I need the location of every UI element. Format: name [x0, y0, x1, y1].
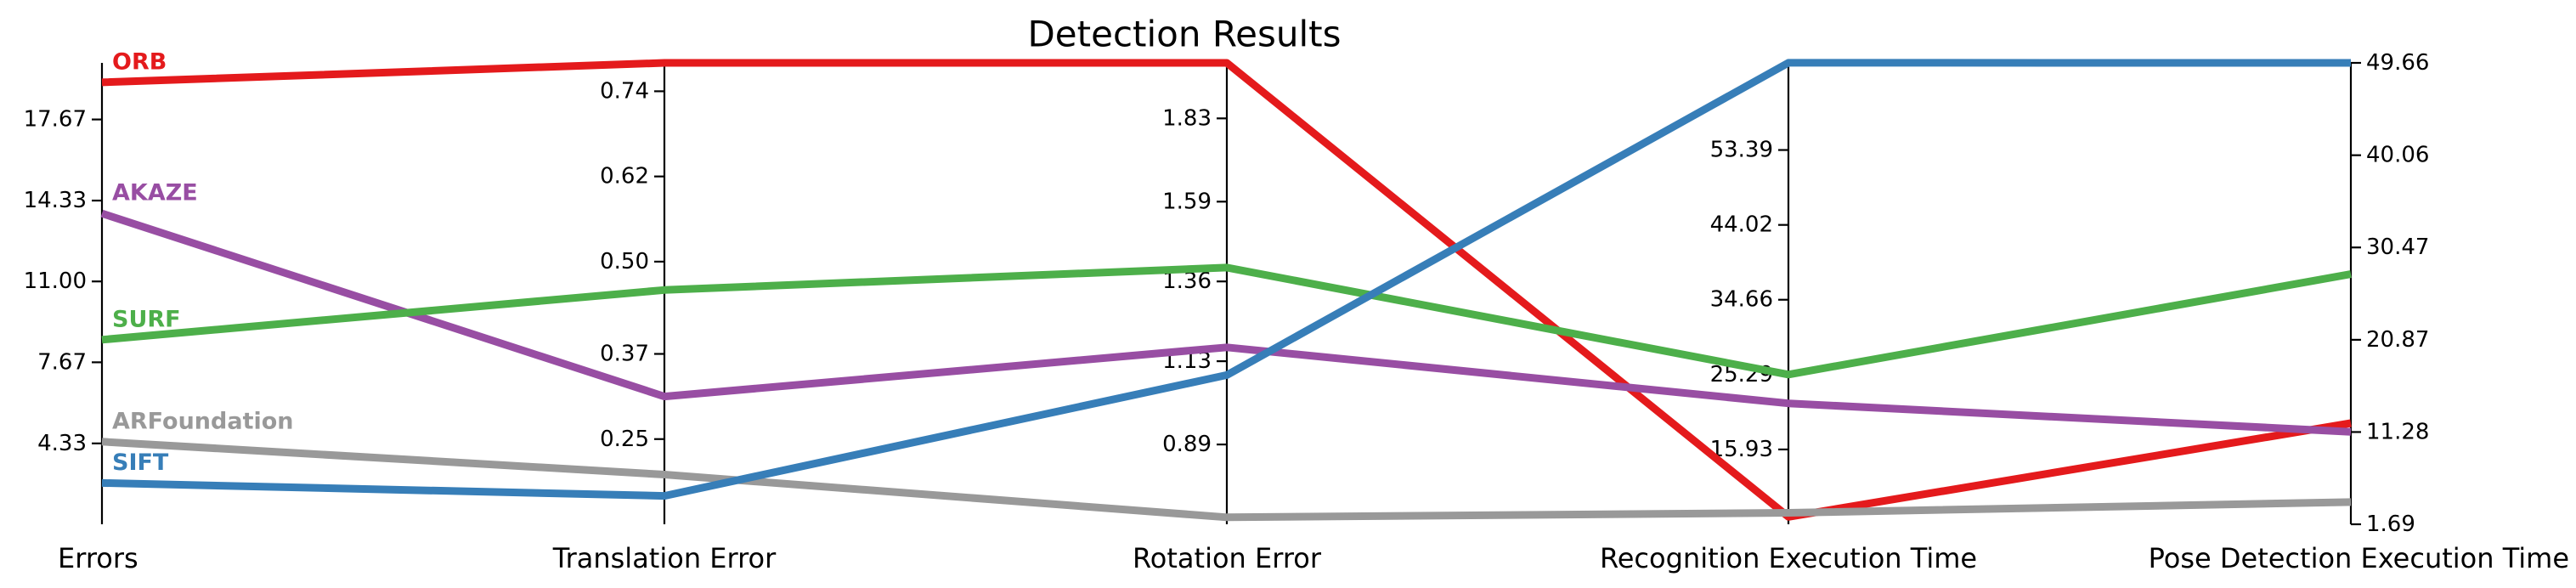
tick-label: 11.28 — [2366, 419, 2429, 444]
tick-label: 7.67 — [37, 349, 87, 375]
tick-label: 34.66 — [1710, 287, 1773, 313]
tick-label: 0.50 — [600, 249, 649, 274]
axis-name-translation-error: Translation Error — [552, 542, 777, 574]
tick-label: 0.89 — [1162, 432, 1212, 457]
series-label-arfoundation: ARFoundation — [112, 408, 294, 434]
axis-name-recognition-execution-time: Recognition Execution Time — [1600, 542, 1977, 574]
tick-label: 20.87 — [2366, 327, 2429, 353]
tick-label: 1.83 — [1162, 105, 1212, 131]
series-line-akaze — [100, 209, 2352, 436]
tick-label: 30.47 — [2366, 235, 2429, 260]
tick-label: 1.69 — [2366, 512, 2415, 537]
tick-label: 4.33 — [37, 431, 87, 456]
tick-label: 1.59 — [1162, 189, 1212, 214]
tick-label: 17.67 — [24, 107, 87, 133]
axis-name-rotation-error: Rotation Error — [1133, 542, 1322, 574]
tick-label: 0.74 — [600, 78, 649, 104]
tick-label: 0.37 — [600, 342, 649, 367]
series-line-sift — [101, 59, 2352, 500]
axis-name-pose-detection-execution-time: Pose Detection Execution Time — [2149, 542, 2569, 574]
axes-layer: 4.33 7.67 11.00 14.33 17.67 Errors 0.25 0.37 0.5… — [24, 50, 2569, 574]
series-line-arfoundation — [101, 438, 2352, 522]
tick-label: 53.39 — [1710, 138, 1773, 163]
chart-title: Detection Results — [1027, 14, 1341, 55]
tick-label: 14.33 — [24, 188, 87, 213]
tick-label: 40.06 — [2366, 143, 2429, 168]
series-label-akaze: AKAZE — [112, 180, 198, 206]
labels-layer: ORB AKAZE SURF ARFoundation SIFT — [112, 48, 294, 476]
tick-label: 44.02 — [1710, 212, 1773, 238]
series-label-sift: SIFT — [112, 449, 169, 476]
tick-label: 11.00 — [24, 269, 87, 294]
series-line-orb — [101, 59, 2352, 521]
series-label-orb: ORB — [112, 48, 167, 75]
tick-label: 0.62 — [600, 164, 649, 189]
series-layer — [100, 59, 2352, 522]
axis-name-errors: Errors — [58, 542, 138, 574]
series-label-surf: SURF — [112, 306, 181, 332]
tick-label: 49.66 — [2366, 50, 2429, 76]
tick-label: 0.25 — [600, 427, 649, 452]
series-line-surf — [101, 263, 2352, 379]
